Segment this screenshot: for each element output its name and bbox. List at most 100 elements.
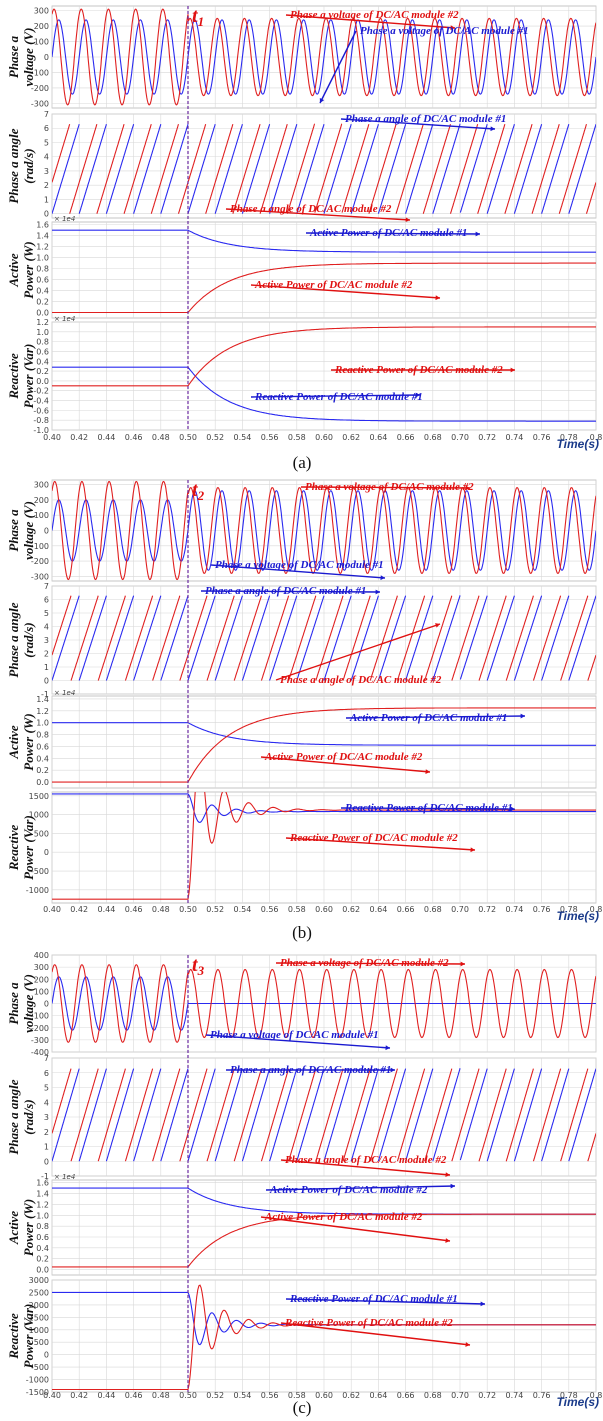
y-tick-label: -1500 xyxy=(26,1388,49,1397)
y-tick-label: -500 xyxy=(31,867,49,876)
x-tick-label: 0.72 xyxy=(478,1391,496,1400)
y-tick-label: 6 xyxy=(44,124,49,133)
panel-a-power-2: 1.6 1.4 1.2 1.0 0.8 0.6 0.4 0.2 0.0 × 1e4 Active Po… xyxy=(6,215,597,319)
y-tick-label: 3 xyxy=(44,636,49,645)
series-line-module-2 xyxy=(52,1213,596,1268)
annotation-arrow xyxy=(260,1216,451,1242)
annotation-arrowhead xyxy=(435,295,440,301)
y-tick-label: 0.6 xyxy=(36,347,49,356)
x-tick-label: 0.58 xyxy=(288,905,306,914)
y-axis-label: Phase a xyxy=(6,35,21,78)
annotation-arrow xyxy=(225,208,411,221)
x-tick-label: 0.62 xyxy=(342,905,360,914)
y-tick-label: -200 xyxy=(31,1024,49,1033)
x-tick-label: 0.8 xyxy=(590,433,603,442)
y-axis-label: Power (Var) xyxy=(21,1304,36,1369)
y-tick-label: 0 xyxy=(44,848,49,857)
panel-c-power-2: 1.6 1.41.2 1.0 0.8 0.6 0.4 0.2 0.0 × 1e4 Active Po… xyxy=(6,1173,597,1276)
series-line-module-1 xyxy=(52,722,596,746)
annotation-arrowhead xyxy=(445,1238,450,1243)
y-tick-label: 0.4 xyxy=(36,357,49,366)
y-tick-label: 1.4 xyxy=(36,1190,49,1199)
series-line-module-1 xyxy=(52,123,596,214)
y-tick-label: 0.2 xyxy=(36,1255,49,1264)
annotation-arrow xyxy=(345,715,526,719)
x-tick-label: 0.66 xyxy=(397,905,415,914)
y-tick-label: 0.0 xyxy=(36,377,49,386)
y-tick-label: 1.2 xyxy=(36,707,49,716)
series-line-module-2 xyxy=(52,123,596,214)
annotation-label: Phase a voltage of DC/AC module #1 xyxy=(215,559,384,571)
annotation-label: Phase a voltage of DC/AC module #2 xyxy=(305,481,474,493)
x-tick-label: 0.58 xyxy=(288,433,306,442)
x-tick-label: 0.70 xyxy=(451,905,469,914)
x-tick-label: 0.78 xyxy=(560,1391,578,1400)
y-tick-label: 0.4 xyxy=(36,754,49,763)
y-axis-label: Power (W) xyxy=(21,1199,36,1256)
annotation-arrowhead xyxy=(465,485,470,491)
y-tick-label: 1.4 xyxy=(36,232,49,241)
x-tick-label: 0.76 xyxy=(533,905,551,914)
y-axis-label: voltage (V) xyxy=(21,501,36,560)
annotation-arrow xyxy=(205,1034,391,1049)
x-tick-label: 0.40 xyxy=(43,433,61,442)
y-tick-label: 0.2 xyxy=(36,367,49,376)
y-tick-label: 7 xyxy=(44,582,49,591)
annotation-arrowhead xyxy=(480,1301,485,1307)
series-line-module-2 xyxy=(52,1068,596,1162)
series-line-module-1 xyxy=(52,976,596,1031)
x-tick-label: 0.66 xyxy=(397,1391,415,1400)
annotation-arrow xyxy=(280,1322,471,1346)
x-tick-label: 0.64 xyxy=(369,905,387,914)
x-axis-title: Time(s) xyxy=(557,1395,599,1409)
y-tick-label: 3000 xyxy=(29,1276,49,1285)
x-tick-label: 0.70 xyxy=(451,1391,469,1400)
y-axis-label: voltage (V) xyxy=(21,28,36,87)
y-tick-label: -100 xyxy=(31,68,49,77)
x-tick-label: 0.74 xyxy=(505,433,523,442)
y-tick-label: 1.2 xyxy=(36,318,49,327)
y-tick-label: 7 xyxy=(44,110,49,119)
series-line-module-1 xyxy=(52,793,596,823)
annotation-label: Phase a voltage of DC/AC module #2 xyxy=(290,9,459,21)
annotation-arrowhead xyxy=(520,713,525,719)
panel-b-angle-1: 7 6 5 4 3 2 1 0 -1 Phase a angle (rad/s) Phase a an… xyxy=(6,582,597,699)
annotation-arrowhead xyxy=(319,98,325,103)
x-tick-label: 0.46 xyxy=(125,1391,143,1400)
series-line-module-1 xyxy=(52,1068,596,1162)
annotation-arrowhead xyxy=(415,392,420,398)
x-tick-label: 0.72 xyxy=(478,433,496,442)
series-line-module-2 xyxy=(52,595,596,681)
x-tick-label: 0.48 xyxy=(152,433,170,442)
series-line-module-2 xyxy=(52,326,596,387)
x-tick-label: 0.76 xyxy=(533,1391,551,1400)
x-tick-label: 0.52 xyxy=(206,1391,224,1400)
y-tick-label: 1.6 xyxy=(36,221,49,230)
y-tick-label: -400 xyxy=(31,1048,49,1057)
y-axis-label: Power (W) xyxy=(21,713,36,770)
y-axis-label: (rad/s) xyxy=(21,148,36,183)
y-tick-label: 0 xyxy=(44,527,49,536)
x-tick-label: 0.56 xyxy=(261,905,279,914)
x-tick-label: 0.74 xyxy=(505,1391,523,1400)
y-tick-label: -0.4 xyxy=(33,397,49,406)
x-tick-label: 0.62 xyxy=(342,433,360,442)
y-tick-label: -1000 xyxy=(26,886,49,895)
x-tick-label: 0.62 xyxy=(342,1391,360,1400)
annotation-arrow xyxy=(200,590,381,593)
x-tick-label: 0.54 xyxy=(233,433,251,442)
panel-c-voltage-0: 400 300 200 100 0 -100 -200 -300 -400 Phase a volt… xyxy=(6,951,597,1057)
annotation-arrowhead xyxy=(405,217,410,223)
y-axis-label: Phase a angle xyxy=(6,602,21,677)
annotation-label: Phase a voltage of DC/AC module #1 xyxy=(210,1029,379,1041)
annotation-arrowhead xyxy=(390,1067,395,1073)
y-tick-label: -300 xyxy=(31,99,49,108)
annotation-arrowhead xyxy=(460,961,465,967)
y-tick-label: 100 xyxy=(34,38,49,47)
annotation-label: Active Power of DC/AC module #1 xyxy=(349,712,507,724)
annotation-arrowhead xyxy=(380,575,385,581)
annotation-arrowhead xyxy=(475,231,480,237)
x-tick-label: 0.48 xyxy=(152,1391,170,1400)
